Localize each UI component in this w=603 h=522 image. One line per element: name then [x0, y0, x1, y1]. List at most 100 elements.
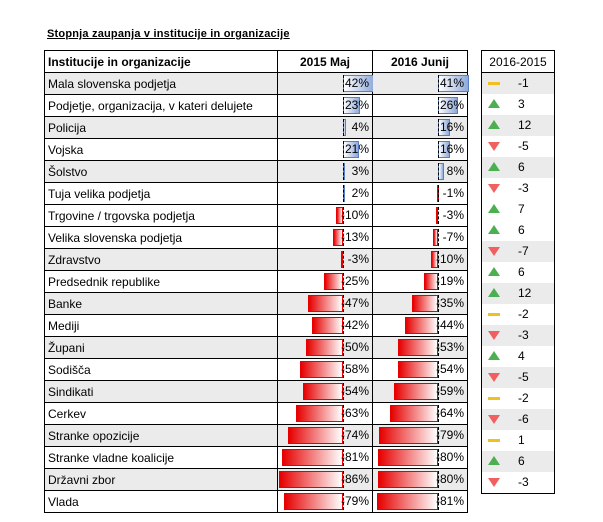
zero-axis: [343, 141, 344, 158]
value-label-2015: 2%: [351, 186, 369, 200]
zero-axis: [343, 471, 344, 488]
change-cell: 3: [481, 94, 555, 115]
zero-axis: [438, 207, 439, 224]
table-row: Sindikati -54% -59%: [44, 380, 468, 403]
value-label-2015: -58%: [340, 362, 369, 376]
triangle-up-icon: [488, 267, 500, 276]
change-row: -5: [481, 367, 555, 388]
trust-bar-2015: [307, 295, 343, 312]
institution-name: Župani: [44, 336, 278, 359]
trust-bar-2015: [295, 405, 343, 422]
change-cell: -3: [481, 178, 555, 199]
change-cell: 6: [481, 262, 555, 283]
triangle-down-icon: [488, 142, 500, 151]
institution-name: Banke: [44, 292, 278, 315]
value-label-2015: -63%: [340, 406, 369, 420]
page-title: Stopnja zaupanja v institucije in organi…: [47, 28, 290, 40]
table-row: Podjetje, organizacija, v kateri delujet…: [44, 94, 468, 117]
institution-name: Zdravstvo: [44, 248, 278, 271]
change-value: 6: [518, 223, 525, 237]
value-cell-2015: 23%: [277, 94, 373, 117]
value-label-2015: 42%: [344, 76, 369, 90]
zero-axis: [343, 207, 344, 224]
value-label-2016: 16%: [439, 142, 464, 156]
change-value: -5: [518, 370, 529, 384]
value-cell-2015: -3%: [277, 248, 373, 271]
value-label-2016: -80%: [435, 472, 464, 486]
change-value: 6: [518, 454, 525, 468]
triangle-up-icon: [488, 120, 500, 129]
institution-name: Sindikati: [44, 380, 278, 403]
triangle-down-icon: [488, 478, 500, 487]
value-label-2016: -7%: [442, 230, 464, 244]
trust-bar-2015: [282, 449, 343, 466]
table-row: Šolstvo 3% 8%: [44, 160, 468, 183]
value-label-2016: -80%: [435, 450, 464, 464]
change-cell: -3: [481, 472, 555, 494]
change-value: -1: [518, 76, 529, 90]
table-row: Banke -47% -35%: [44, 292, 468, 315]
change-row: -6: [481, 409, 555, 430]
value-label-2015: -79%: [340, 494, 369, 508]
value-label-2016: -10%: [435, 252, 464, 266]
value-label-2015: -25%: [340, 274, 369, 288]
zero-axis: [438, 493, 439, 510]
value-label-2015: -13%: [340, 230, 369, 244]
table-row: Cerkev -63% -64%: [44, 402, 468, 425]
table-row: Zdravstvo -3% -10%: [44, 248, 468, 271]
zero-axis: [343, 493, 344, 510]
table-row: Predsednik republike -25% -19%: [44, 270, 468, 293]
value-label-2016: -1%: [442, 186, 464, 200]
triangle-down-icon: [488, 247, 500, 256]
zero-axis: [343, 97, 344, 114]
value-label-2015: -74%: [340, 428, 369, 442]
header-change: 2016-2015: [481, 50, 555, 73]
institution-name: Trgovine / trgovska podjetja: [44, 204, 278, 227]
value-cell-2016: -10%: [372, 248, 468, 271]
zero-axis: [438, 383, 439, 400]
triangle-up-icon: [488, 99, 500, 108]
value-cell-2015: -47%: [277, 292, 373, 315]
table-row: Trgovine / trgovska podjetja -10% -3%: [44, 204, 468, 227]
trust-bar-2016: [423, 273, 438, 290]
value-label-2015: -10%: [340, 208, 369, 222]
zero-axis: [438, 251, 439, 268]
change-cell: 7: [481, 199, 555, 220]
header-2016: 2016 Junij: [372, 50, 468, 73]
table-row: Mediji -42% -44%: [44, 314, 468, 337]
zero-axis: [438, 163, 439, 180]
value-cell-2016: -64%: [372, 402, 468, 425]
trust-bar-2015: [335, 207, 343, 224]
change-row: 3: [481, 94, 555, 115]
value-cell-2015: -63%: [277, 402, 373, 425]
zero-axis: [438, 361, 439, 378]
value-cell-2015: -54%: [277, 380, 373, 403]
zero-axis: [438, 339, 439, 356]
institution-name: Velika slovenska podjetja: [44, 226, 278, 249]
value-cell-2016: 8%: [372, 160, 468, 183]
change-row: 1: [481, 430, 555, 451]
value-label-2015: 3%: [351, 164, 369, 178]
zero-axis: [343, 75, 344, 92]
change-row: 6: [481, 157, 555, 178]
header-2015: 2015 Maj: [277, 50, 373, 73]
institution-name: Državni zbor: [44, 468, 278, 491]
trust-bar-2015: [311, 317, 343, 334]
value-cell-2015: -58%: [277, 358, 373, 381]
change-cell: 6: [481, 451, 555, 472]
zero-axis: [343, 185, 344, 202]
value-cell-2016: -44%: [372, 314, 468, 337]
value-label-2015: -42%: [340, 318, 369, 332]
dash-icon: [488, 439, 500, 442]
triangle-down-icon: [488, 373, 500, 382]
change-row: -3: [481, 178, 555, 199]
change-row: 6: [481, 220, 555, 241]
value-cell-2016: -1%: [372, 182, 468, 205]
trust-bar-2016: [411, 295, 438, 312]
change-value: -3: [518, 475, 529, 489]
zero-axis: [343, 361, 344, 378]
triangle-up-icon: [488, 288, 500, 297]
change-header-row: 2016-2015: [481, 50, 555, 73]
value-cell-2016: -80%: [372, 446, 468, 469]
zero-axis: [438, 405, 439, 422]
